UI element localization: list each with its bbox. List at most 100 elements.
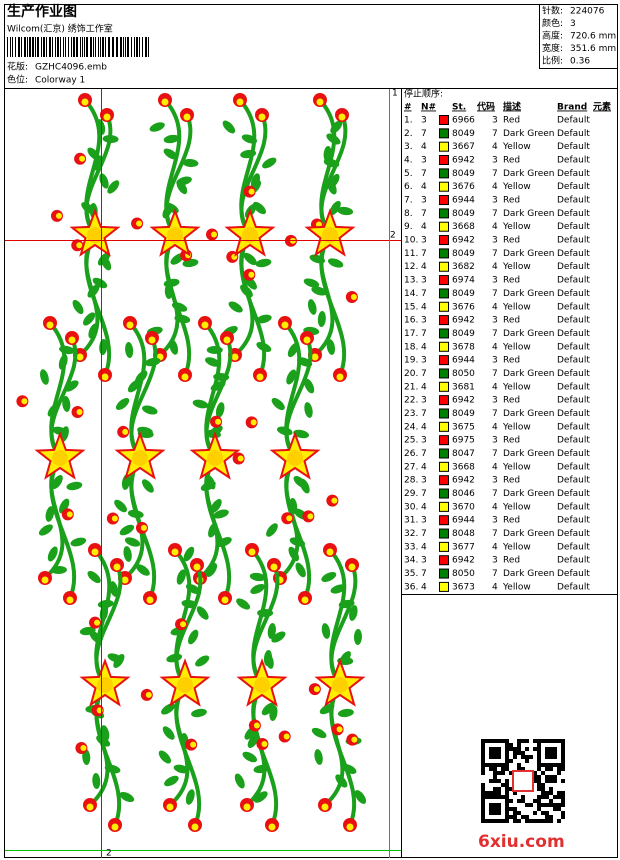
flower-center [287,450,303,466]
qr-cell [549,767,553,771]
color-swatch [439,541,449,552]
leaf [335,774,348,788]
cell-st: 8049 [452,249,475,259]
leaf [353,629,362,645]
cell-code: 7 [492,129,498,139]
leaf [256,314,272,324]
bar [73,37,75,57]
cell-needle: 7 [421,129,427,139]
qr-cell [533,799,537,803]
qr-cell [549,815,553,819]
leaf [349,605,358,621]
qr-cell [485,819,489,823]
cell-no: 22. [404,396,418,406]
qr-cell [549,799,553,803]
leaf [330,584,346,594]
cell-brand: Default [557,236,590,246]
qr-cell [537,767,541,771]
cell-brand: Default [557,222,590,232]
qr-cell [545,811,549,815]
leaf [314,749,323,765]
qr-cell [521,751,525,755]
qr-cell [533,775,537,779]
qr-cell [529,803,533,807]
cell-st: 6944 [452,516,475,526]
stat-value: 3 [570,19,576,29]
cell-st: 8048 [452,529,475,539]
qr-cell [537,759,541,763]
color-swatch [439,115,449,125]
cell-needle: 7 [421,289,427,299]
cell-needle: 3 [421,236,427,246]
qr-cell [481,811,485,815]
qr-cell [541,763,545,767]
color-swatch [439,355,449,366]
bud-center [243,803,251,811]
cell-no: 31. [404,516,418,526]
flower-center [322,227,338,243]
leaf [185,789,195,805]
cell-brand: Default [557,342,590,352]
qr-cell [533,771,537,775]
cell-no: 34. [404,556,418,566]
vine [49,456,77,599]
leaf [87,284,100,298]
qr-cell [481,795,485,799]
cell-desc: Dark Green [503,329,554,339]
leaf [136,564,150,576]
leaf [164,775,179,787]
cell-brand: Default [557,276,590,286]
cell-code: 3 [492,556,498,566]
cell-no: 32. [404,529,418,539]
stat-label: 比例: [542,55,563,67]
qr-cell [545,739,549,743]
leaf [296,357,313,367]
cell-brand: Default [557,156,590,166]
bud-center [55,212,62,219]
cell-brand: Default [557,409,590,419]
column-header: Brand [557,103,587,113]
qr-cell [505,803,509,807]
flower-center [52,450,68,466]
cell-no: 19. [404,356,418,366]
leaf [192,399,209,409]
marker: 2 [106,849,112,859]
qr-cell [537,803,541,807]
qr-cell [493,791,497,795]
cell-needle: 4 [421,582,427,592]
qr-cell [545,763,549,767]
leaf [253,791,268,803]
qr-cell [509,771,513,775]
qr-cell [553,755,557,759]
bud-center [348,563,356,571]
cell-code: 4 [492,462,498,472]
qr-cell [561,743,565,747]
cell-needle: 4 [421,182,427,192]
qr-cell [557,819,561,823]
vine [239,114,268,237]
qr-cell [561,815,565,819]
cell-no: 10. [404,236,418,246]
leaf [100,255,112,271]
qr-cell [505,787,509,791]
qr-cell [497,747,501,751]
qr-cell [517,811,521,815]
qr-cell [553,747,557,751]
qr-cell [505,795,509,799]
qr-cell [529,819,533,823]
qr-cell [501,819,505,823]
qr-cell [537,779,541,783]
cell-needle: 3 [421,556,427,566]
leaf [87,570,101,584]
bud-center [326,548,334,556]
qr-cell [557,763,561,767]
cell-st: 8049 [452,169,475,179]
qr-cell [561,767,565,771]
cell-st: 6942 [452,236,475,246]
leaf [228,301,243,313]
cell-code: 3 [492,276,498,286]
cell-code: 4 [492,502,498,512]
cell-no: 4. [404,156,413,166]
bar [145,37,147,57]
bud-center [136,220,143,227]
